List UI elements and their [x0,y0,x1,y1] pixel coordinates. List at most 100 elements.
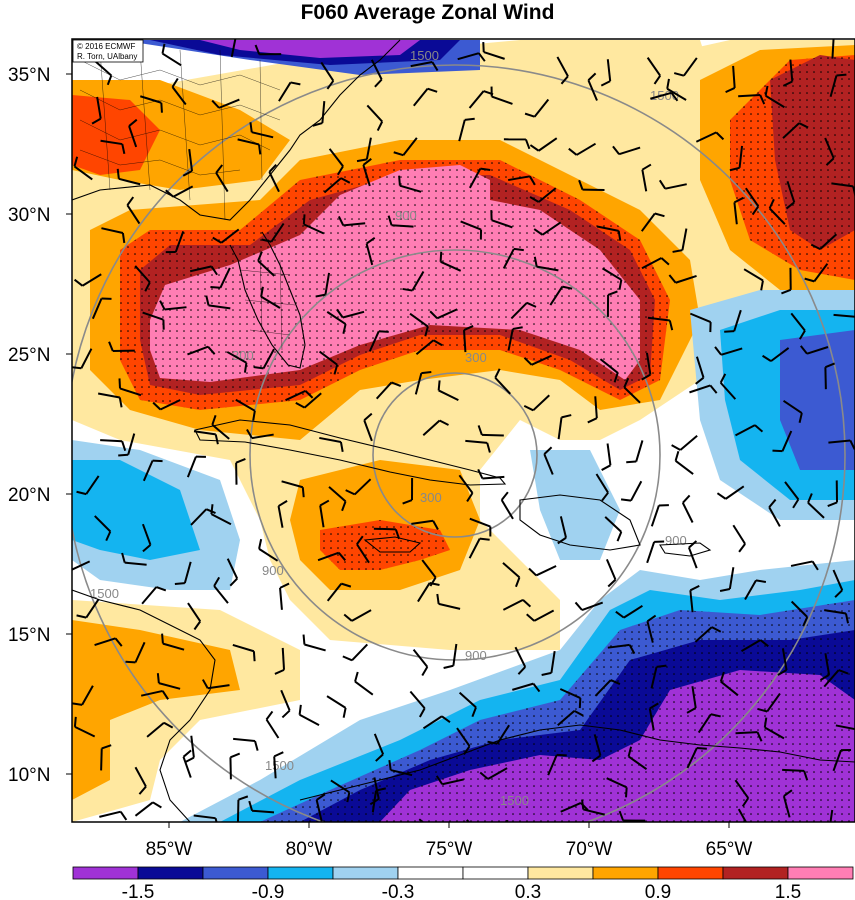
wind-barb-flag [607,290,618,296]
wind-barb [735,731,758,735]
wind-barb-flag [424,326,429,337]
wind-barb-flag [751,205,760,216]
wind-barb [91,298,103,320]
wind-barb-flag [354,671,359,682]
wind-barb-flag [391,381,402,387]
wind-barb-flag [165,189,174,198]
wind-barb [257,260,275,277]
wind-barb [734,779,750,799]
wind-barb-flag [339,441,344,452]
wind-barb [831,182,854,188]
wind-barb-flag [719,373,727,384]
wind-barb-flag [526,301,537,308]
wind-barb-flag [341,582,352,588]
wind-barb [483,51,505,60]
wind-barb-flag [696,746,707,750]
wind-barb [94,637,116,647]
wind-barb [679,435,698,451]
wind-barb [766,692,781,713]
wind-barb-flag [541,671,552,677]
wind-barb [373,733,385,755]
wind-barb-flag [337,215,345,226]
colorbar-label: 1.5 [775,882,801,900]
wind-barb-flag [641,163,652,171]
colorbar-label: -0.3 [382,882,415,900]
wind-barb-flag [615,610,625,619]
wind-barb [174,231,185,253]
wind-barb-flag [724,330,735,333]
wind-barb [320,61,335,82]
wind-barb-flag [709,384,718,394]
colorbar-swatch [722,866,789,880]
cuba [194,419,507,486]
wind-barb [531,354,552,366]
wind-barb-flag [834,589,843,598]
wind-barb-flag [319,499,330,507]
wind-barb-flag [587,417,598,424]
wind-barb [782,399,803,414]
wind-barb [458,474,474,494]
range-ring-300 [372,372,538,538]
wind-barb-flag [258,538,263,550]
wind-barb-flag [581,799,585,810]
wind-barb-flag [768,498,777,508]
wind-barb-flag [432,339,443,347]
wind-barb-flag [834,34,844,37]
wind-barb [819,233,838,250]
wind-barb [390,769,413,777]
wind-barb-flag [121,143,126,155]
wind-barb [354,478,372,496]
wind-barb-flag [238,795,249,801]
wind-barb-flag [819,674,830,681]
wind-barb-flag [618,279,623,290]
wind-barb-flag [803,770,809,781]
wind-barb [411,519,434,525]
wind-barb [235,398,256,412]
wind-barb-flag [686,707,697,714]
wind-barb-flag [182,170,193,177]
wind-barb-flag [312,122,323,127]
wind-barb-flag [649,702,659,710]
wind-barb-flag [523,357,533,366]
wind-barb [781,648,788,671]
stipple-south [260,600,855,822]
wind-barb-flag [343,613,353,622]
wind-barb [583,808,605,816]
wind-barb [732,65,736,88]
wind-barb-flag [601,492,609,502]
wind-barb [764,726,785,740]
wind-barb [557,710,576,727]
wind-barb [415,339,435,356]
wind-barb [604,516,622,533]
wind-barb-flag [248,800,254,811]
wind-barb [507,328,514,351]
wind-barb [319,505,325,528]
wind-barb [623,604,643,619]
wind-barb [215,172,229,193]
wind-barb-flag [201,679,209,689]
wind-barb [226,351,247,364]
wind-barb [146,721,165,738]
wind-barb-flag [672,249,683,253]
wind-barb-flag [346,792,351,803]
wind-barb-flag [432,520,439,530]
wind-barb [158,682,181,690]
wind-barb-flag [463,325,474,331]
wind-barb [409,312,429,328]
wind-barb [438,389,459,402]
wind-barb-flag [375,787,386,792]
wind-barb [789,59,794,82]
wind-barb-flag [623,377,630,388]
range-label: 900 [465,648,487,663]
county-lines [79,49,296,351]
wind-barb-flag [479,537,490,541]
wind-barb [514,646,527,668]
wind-barb [560,801,582,813]
wind-barb [559,516,568,538]
wind-barb-flag [618,810,625,821]
wind-barb-flag [494,368,501,379]
wind-barb [328,486,347,503]
wind-barb-flag [591,754,602,763]
wind-barb [186,456,197,478]
wind-barb [421,559,437,579]
